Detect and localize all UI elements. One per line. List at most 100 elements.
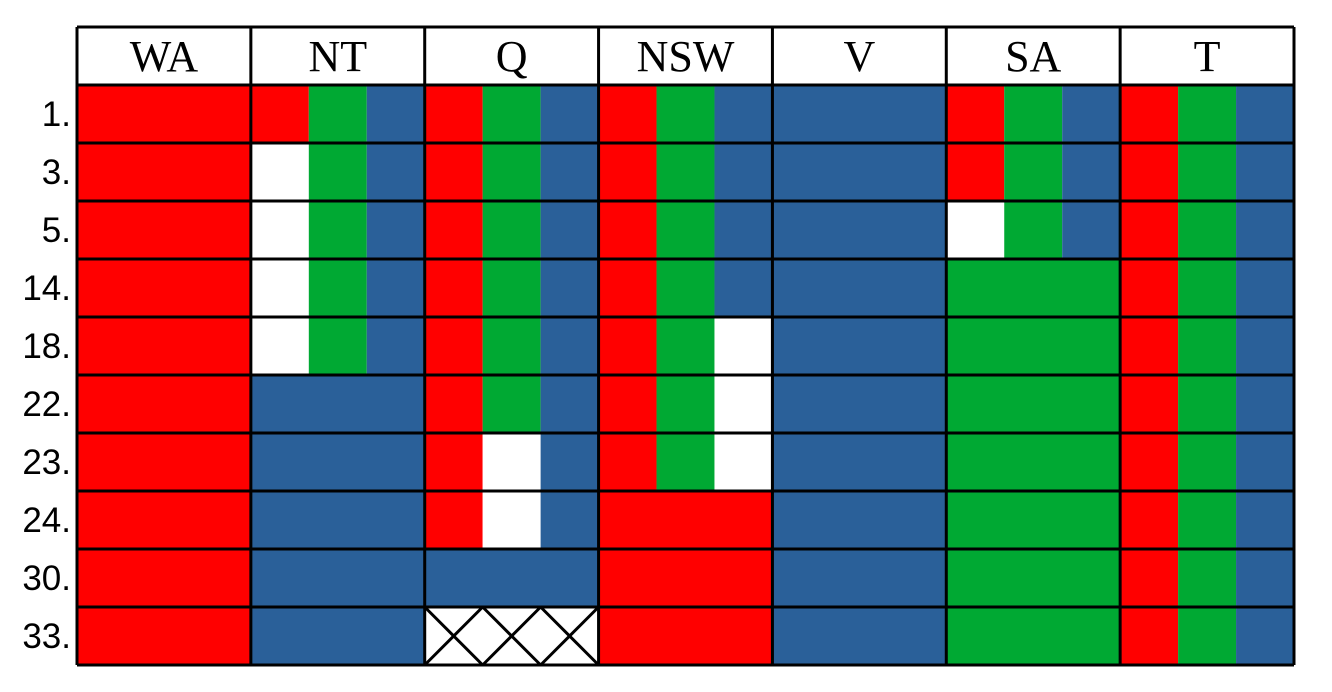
domain-red [424,259,483,317]
cell-nt [250,259,425,317]
domain-green [656,143,715,201]
domain-red [1120,85,1179,143]
assigned-blue [772,433,947,491]
column-header-wa: WA [130,32,199,81]
assigned-green [946,317,1121,375]
domain-red [598,375,657,433]
domain-red-removed [250,201,309,259]
cross-mark [539,605,600,667]
assigned-green [946,491,1121,549]
domain-blue [1062,85,1121,143]
cell-nt [250,375,425,433]
domain-red [1120,201,1179,259]
domain-red [424,201,483,259]
domain-blue [1236,549,1294,607]
cell-wa [77,201,251,259]
cross-mark [423,605,484,667]
domain-blue [540,201,599,259]
cell-v [772,317,947,375]
assigned-blue [772,259,947,317]
column-header-nsw: NSW [637,32,735,81]
row-label: 1. [42,95,71,134]
cell-nt [250,491,425,549]
domain-green-removed [482,433,541,491]
domain-red [598,317,657,375]
assigned-blue [772,317,947,375]
cell-v [772,143,947,201]
assigned-green [946,549,1121,607]
cell-wa [77,433,251,491]
domain-blue [714,143,773,201]
grid-lines [75,25,1296,667]
cell-nsw [598,375,773,433]
domain-green [308,201,367,259]
assigned-blue [250,491,425,549]
domain-blue [1236,375,1294,433]
domain-blue [366,317,425,375]
cell-wa [77,549,251,607]
domain-red [1120,143,1179,201]
domain-red-removed [250,259,309,317]
row-label: 23. [22,443,71,482]
cell-wa [77,143,251,201]
column-header-v: V [843,32,875,81]
cell-nsw [598,143,773,201]
domain-red [1120,491,1179,549]
cell-v [772,259,947,317]
cell-q [424,143,599,201]
assigned-red [598,607,773,665]
row-label: 5. [42,211,71,250]
domain-green [1004,201,1063,259]
domain-green [1178,85,1237,143]
assigned-red [77,375,251,433]
row-label: 22. [22,385,71,424]
domain-blue [1236,85,1294,143]
column-header-t: T [1194,32,1221,81]
row-labels: 1. 3. 5. 14. 18. 22. 23. 24. 30. 33. [22,95,71,656]
cross-mark [481,605,542,667]
domain-red [598,433,657,491]
domain-red [424,433,483,491]
domain-green [482,201,541,259]
domain-blue [540,375,599,433]
domain-green [308,85,367,143]
domain-green [1004,143,1063,201]
assigned-green [946,433,1121,491]
cell-sa [946,491,1121,549]
cell-sa [946,607,1121,665]
domain-green [1178,375,1237,433]
assigned-red [77,491,251,549]
domain-blue [366,259,425,317]
cell-wa [77,491,251,549]
domain-green [1178,201,1237,259]
assigned-green [946,607,1121,665]
cell-nsw [598,259,773,317]
domain-blue [366,85,425,143]
cell-v [772,607,947,665]
domain-blue [540,433,599,491]
domain-green [482,143,541,201]
assigned-red [77,143,251,201]
domain-blue [366,143,425,201]
cell-sa [946,375,1121,433]
cell-q [424,433,599,491]
cell-q [424,317,599,375]
domain-red [598,85,657,143]
assigned-red [598,491,773,549]
domain-red [1120,549,1179,607]
row-label: 14. [22,269,71,308]
domain-green [656,433,715,491]
domain-green [482,259,541,317]
domain-red [1120,259,1179,317]
assigned-blue [772,491,947,549]
assigned-blue [772,607,947,665]
domain-red [424,317,483,375]
cell-t [1120,607,1294,665]
domain-green [308,317,367,375]
cell-t [1120,259,1294,317]
cell-v [772,491,947,549]
cell-q [424,201,599,259]
cell-nsw [598,491,773,549]
cell-t [1120,85,1294,143]
domain-green [1178,607,1237,665]
